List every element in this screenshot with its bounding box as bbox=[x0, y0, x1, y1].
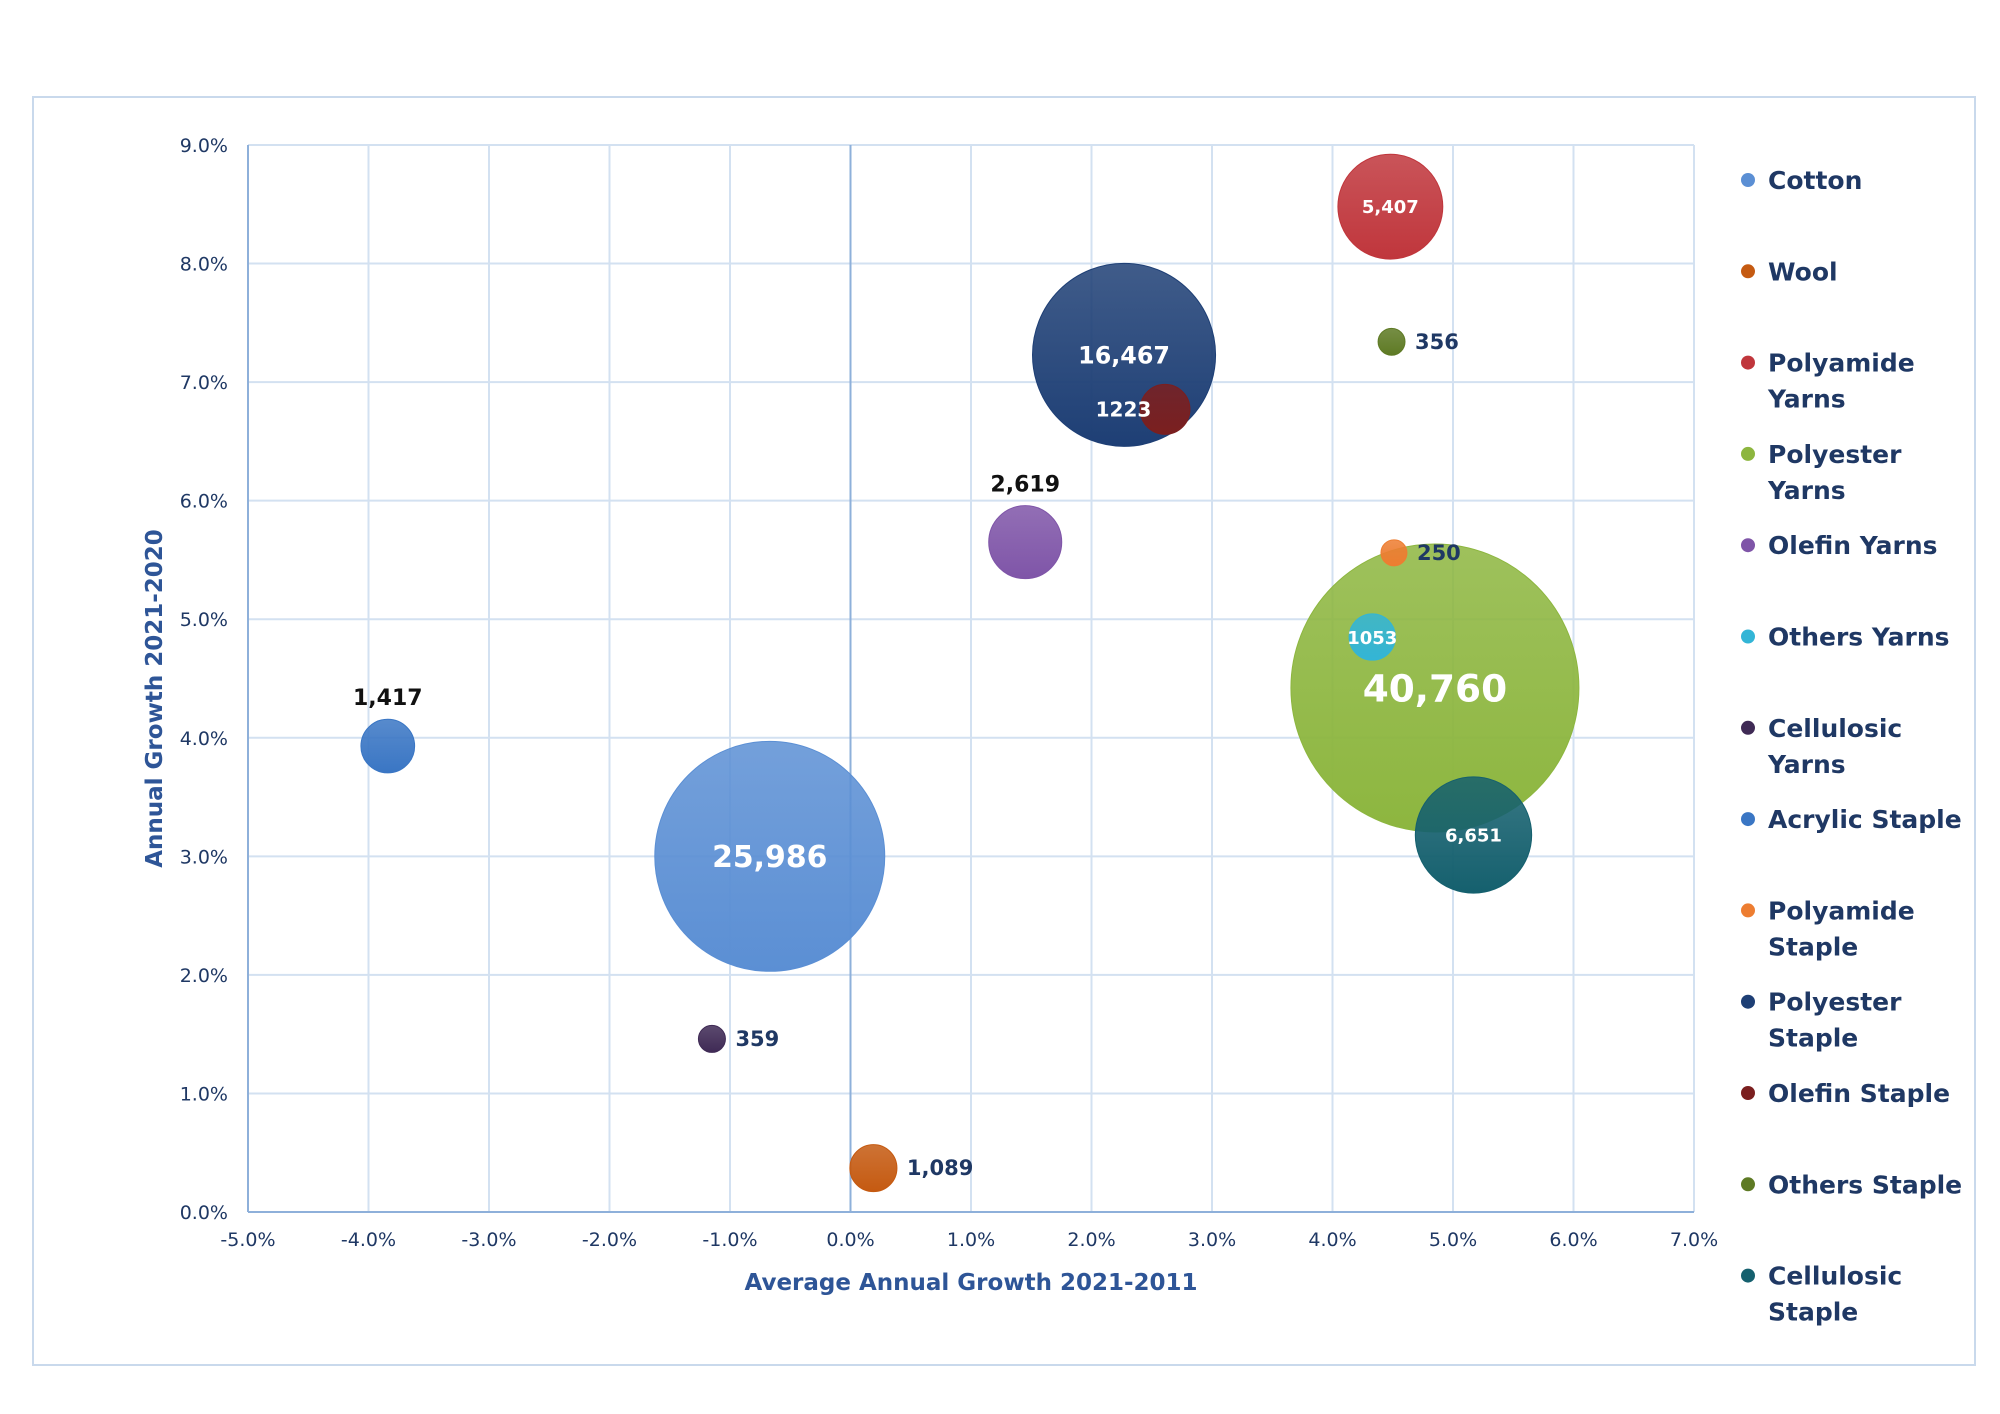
legend-label-cotton: Cotton bbox=[1768, 166, 1862, 195]
data-label-polyamide-yarns: 5,407 bbox=[1362, 197, 1419, 218]
data-label-polyester-staple: 16,467 bbox=[1078, 341, 1170, 369]
x-axis-title: Average Annual Growth 2021-2011 bbox=[744, 1270, 1197, 1296]
bubble-olefin-yarns bbox=[988, 505, 1063, 580]
legend-marker-acrylic-staple bbox=[1741, 812, 1755, 827]
bubble-cellulosic-staple bbox=[1414, 776, 1533, 894]
y-tick-label: 8.0% bbox=[180, 254, 228, 276]
data-label-olefin-yarns: 2,619 bbox=[990, 473, 1060, 498]
legend-marker-polyester-yarns bbox=[1741, 446, 1755, 461]
data-label-others-staple: 356 bbox=[1415, 330, 1459, 354]
bubble-polyamide-staple bbox=[1380, 539, 1408, 567]
legend-label-olefin-yarns: Olefin Yarns bbox=[1768, 531, 1938, 560]
y-tick-label: 1.0% bbox=[180, 1083, 228, 1105]
legend-marker-polyamide-yarns bbox=[1741, 355, 1755, 370]
legend: Cotton Wool Polyamide Yarns Polyester Yarns Ol… bbox=[1741, 166, 1962, 1327]
x-tick-label: -3.0% bbox=[461, 1229, 516, 1251]
y-tick-label: 6.0% bbox=[180, 491, 228, 513]
legend-label-polyamide-yarns: Polyamide Yarns bbox=[1767, 349, 1915, 414]
data-label-cellulosic-staple: 6,651 bbox=[1445, 825, 1502, 846]
y-tick-labels: 0.0% 1.0% 2.0% 3.0% 4.0% 5.0% 6.0% 7.0% 8.0% 9.0% bbox=[180, 135, 228, 1224]
x-tick-label: -1.0% bbox=[702, 1229, 757, 1251]
legend-label-others-staple: Others Staple bbox=[1768, 1170, 1962, 1199]
legend-label-acrylic-staple: Acrylic Staple bbox=[1768, 805, 1962, 834]
legend-marker-cellulosic-staple bbox=[1741, 1268, 1755, 1283]
data-label-others-yarns: 1053 bbox=[1347, 628, 1397, 649]
legend-label-cellulosic-staple: Cellulosic Staple bbox=[1768, 1262, 1902, 1327]
y-tick-label: 7.0% bbox=[180, 372, 228, 394]
legend-marker-cellulosic-yarns bbox=[1741, 720, 1755, 735]
legend-label-olefin-staple: Olefin Staple bbox=[1768, 1079, 1950, 1108]
data-label-acrylic-staple: 1,417 bbox=[353, 686, 423, 711]
bubble-others-yarns bbox=[1348, 613, 1396, 661]
y-tick-label: 3.0% bbox=[180, 846, 228, 868]
data-label-olefin-staple: 1223 bbox=[1096, 397, 1152, 421]
legend-label-polyester-yarns: Polyester Yarns bbox=[1767, 440, 1902, 505]
x-tick-label: 0.0% bbox=[826, 1229, 874, 1251]
chart-border bbox=[32, 96, 1976, 1366]
x-tick-label: -4.0% bbox=[341, 1229, 396, 1251]
bubble-cotton bbox=[654, 740, 886, 972]
legend-label-cellulosic-yarns: Cellulosic Yarns bbox=[1767, 714, 1902, 779]
legend-marker-cotton bbox=[1741, 173, 1755, 187]
data-label-cotton: 25,986 bbox=[712, 840, 827, 875]
x-tick-label: 5.0% bbox=[1429, 1229, 1477, 1251]
data-label-wool: 1,089 bbox=[907, 1156, 973, 1180]
y-tick-label: 4.0% bbox=[180, 728, 228, 750]
bubble-wool bbox=[849, 1144, 898, 1193]
bubble-olefin-staple bbox=[1139, 383, 1191, 435]
legend-marker-olefin-yarns bbox=[1741, 538, 1755, 553]
legend-marker-polyester-staple bbox=[1741, 994, 1755, 1009]
x-tick-label: 7.0% bbox=[1670, 1229, 1718, 1251]
y-tick-label: 5.0% bbox=[180, 609, 228, 631]
x-tick-label: 2.0% bbox=[1067, 1229, 1115, 1251]
data-label-cellulosic-yarns: 359 bbox=[735, 1027, 779, 1051]
data-labels: 40,760 25,986 16,467 6,651 5,407 2,619 1,417 12… bbox=[353, 197, 1507, 1180]
legend-marker-others-yarns bbox=[1741, 629, 1755, 644]
y-axis-title: Annual Growth 2021-2020 bbox=[142, 529, 168, 868]
y-tick-label: 2.0% bbox=[180, 965, 228, 987]
data-label-polyester-yarns: 40,760 bbox=[1363, 666, 1507, 710]
legend-marker-others-staple bbox=[1741, 1177, 1755, 1192]
y-tick-label: 0.0% bbox=[180, 1202, 228, 1224]
legend-marker-polyamide-staple bbox=[1741, 903, 1755, 918]
x-tick-label: 4.0% bbox=[1308, 1229, 1356, 1251]
x-tick-label: 1.0% bbox=[947, 1229, 995, 1251]
axes bbox=[247, 145, 1694, 1213]
legend-label-wool: Wool bbox=[1768, 257, 1838, 286]
x-tick-labels: -5.0% -4.0% -3.0% -2.0% -1.0% 0.0% 1.0% 2.0% 3.0… bbox=[220, 1229, 1718, 1251]
bubbles bbox=[360, 153, 1580, 1193]
bubble-polyamide-yarns bbox=[1337, 153, 1444, 260]
legend-label-polyamide-staple: Polyamide Staple bbox=[1768, 896, 1915, 961]
data-label-polyamide-staple: 250 bbox=[1417, 541, 1461, 565]
legend-marker-olefin-staple bbox=[1741, 1086, 1755, 1100]
bubble-others-staple bbox=[1377, 327, 1406, 356]
legend-marker-wool bbox=[1741, 264, 1755, 279]
y-tick-label: 9.0% bbox=[180, 135, 228, 157]
x-tick-label: 3.0% bbox=[1188, 1229, 1236, 1251]
bubble-acrylic-staple bbox=[360, 718, 416, 774]
bubble-cellulosic-yarns bbox=[697, 1024, 726, 1053]
x-tick-label: 6.0% bbox=[1549, 1229, 1597, 1251]
x-tick-label: -5.0% bbox=[220, 1229, 275, 1251]
legend-label-polyester-staple: Polyester Staple bbox=[1768, 988, 1902, 1053]
x-tick-label: -2.0% bbox=[582, 1229, 637, 1251]
legend-label-others-yarns: Others Yarns bbox=[1768, 623, 1950, 652]
